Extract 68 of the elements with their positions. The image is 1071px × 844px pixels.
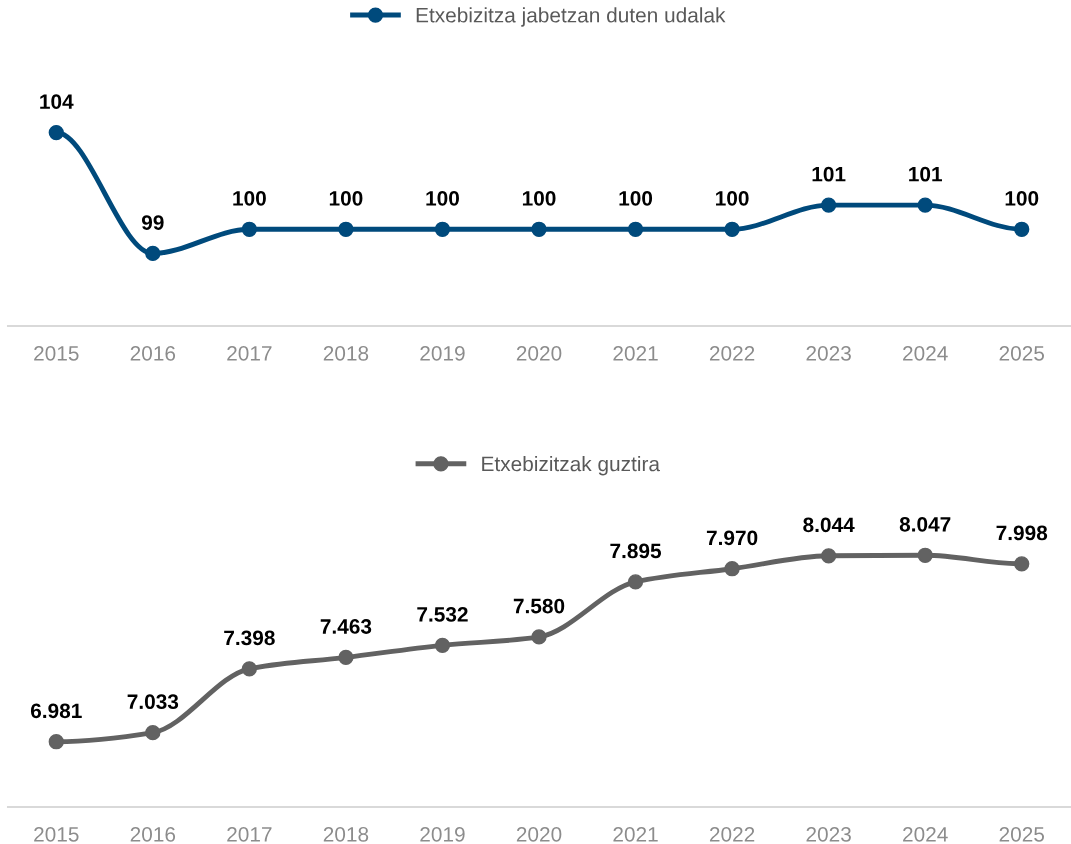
point bbox=[917, 197, 933, 213]
data-label: 99 bbox=[141, 215, 164, 230]
data-label: 7.580 bbox=[513, 598, 565, 614]
data-label: 8.044 bbox=[803, 517, 855, 533]
x-tick-label: 2025 bbox=[999, 826, 1045, 842]
data-label: 101 bbox=[812, 166, 846, 182]
data-label: 7.398 bbox=[224, 630, 275, 646]
data-label: 6.981 bbox=[30, 703, 82, 719]
x-tick-label: 2016 bbox=[130, 345, 176, 361]
x-tick-label: 2016 bbox=[130, 826, 176, 842]
point bbox=[1014, 556, 1030, 572]
point bbox=[724, 561, 740, 577]
x-tick-label: 2024 bbox=[903, 826, 948, 842]
data-label: 7.998 bbox=[996, 525, 1048, 541]
x-tick-label: 2022 bbox=[709, 826, 755, 842]
point bbox=[241, 221, 258, 237]
data-label: 7.895 bbox=[610, 543, 662, 559]
data-label: 7.033 bbox=[127, 694, 179, 710]
x-tick-label: 2019 bbox=[420, 826, 465, 842]
data-label: 8.047 bbox=[899, 516, 951, 532]
point bbox=[627, 574, 644, 590]
data-label: 7.463 bbox=[320, 619, 372, 634]
point bbox=[820, 197, 837, 213]
x-tick-label: 2020 bbox=[516, 345, 562, 361]
data-label: 100 bbox=[426, 190, 459, 206]
point bbox=[338, 221, 354, 237]
x-tick-label: 2017 bbox=[227, 826, 272, 842]
point bbox=[917, 547, 933, 563]
x-tick-label: 2018 bbox=[323, 345, 369, 361]
x-tick-label: 2025 bbox=[999, 345, 1045, 361]
data-label: 101 bbox=[909, 166, 942, 182]
x-tick-label: 2023 bbox=[806, 826, 851, 842]
data-label: 100 bbox=[233, 190, 266, 206]
point bbox=[338, 649, 354, 666]
point bbox=[241, 661, 258, 677]
data-label: 100 bbox=[522, 190, 556, 206]
x-tick-label: 2023 bbox=[806, 345, 851, 361]
point bbox=[48, 734, 64, 750]
point bbox=[531, 629, 547, 645]
data-label: 100 bbox=[619, 190, 653, 206]
point bbox=[820, 548, 837, 564]
x-tick-label: 2022 bbox=[709, 345, 755, 361]
x-tick-label: 2021 bbox=[613, 345, 658, 361]
data-label: 100 bbox=[716, 190, 749, 206]
point bbox=[627, 221, 644, 237]
data-label: 100 bbox=[1005, 190, 1039, 206]
x-tick-label: 2017 bbox=[227, 345, 272, 361]
x-tick-label: 2015 bbox=[34, 826, 79, 842]
x-tick-label: 2020 bbox=[516, 826, 562, 842]
point bbox=[434, 221, 451, 237]
point bbox=[1014, 221, 1030, 237]
x-tick-label: 2021 bbox=[613, 826, 658, 842]
x-tick-label: 2024 bbox=[903, 345, 948, 361]
x-tick-label: 2018 bbox=[323, 826, 369, 842]
point bbox=[145, 245, 161, 262]
data-label: 100 bbox=[329, 190, 363, 206]
data-label: 7.970 bbox=[706, 530, 758, 546]
point bbox=[724, 221, 740, 237]
data-label: 7.532 bbox=[417, 607, 468, 622]
legend-label: Etxebizitzak guztira bbox=[482, 456, 660, 476]
point bbox=[531, 221, 547, 237]
point bbox=[48, 124, 64, 141]
data-label: 104 bbox=[40, 94, 74, 109]
point bbox=[434, 637, 451, 653]
point bbox=[145, 724, 161, 741]
legend-label: Etxebizitza jabetzan duten udalak bbox=[416, 7, 726, 27]
x-tick-label: 2019 bbox=[420, 345, 465, 361]
x-tick-label: 2015 bbox=[34, 345, 79, 361]
